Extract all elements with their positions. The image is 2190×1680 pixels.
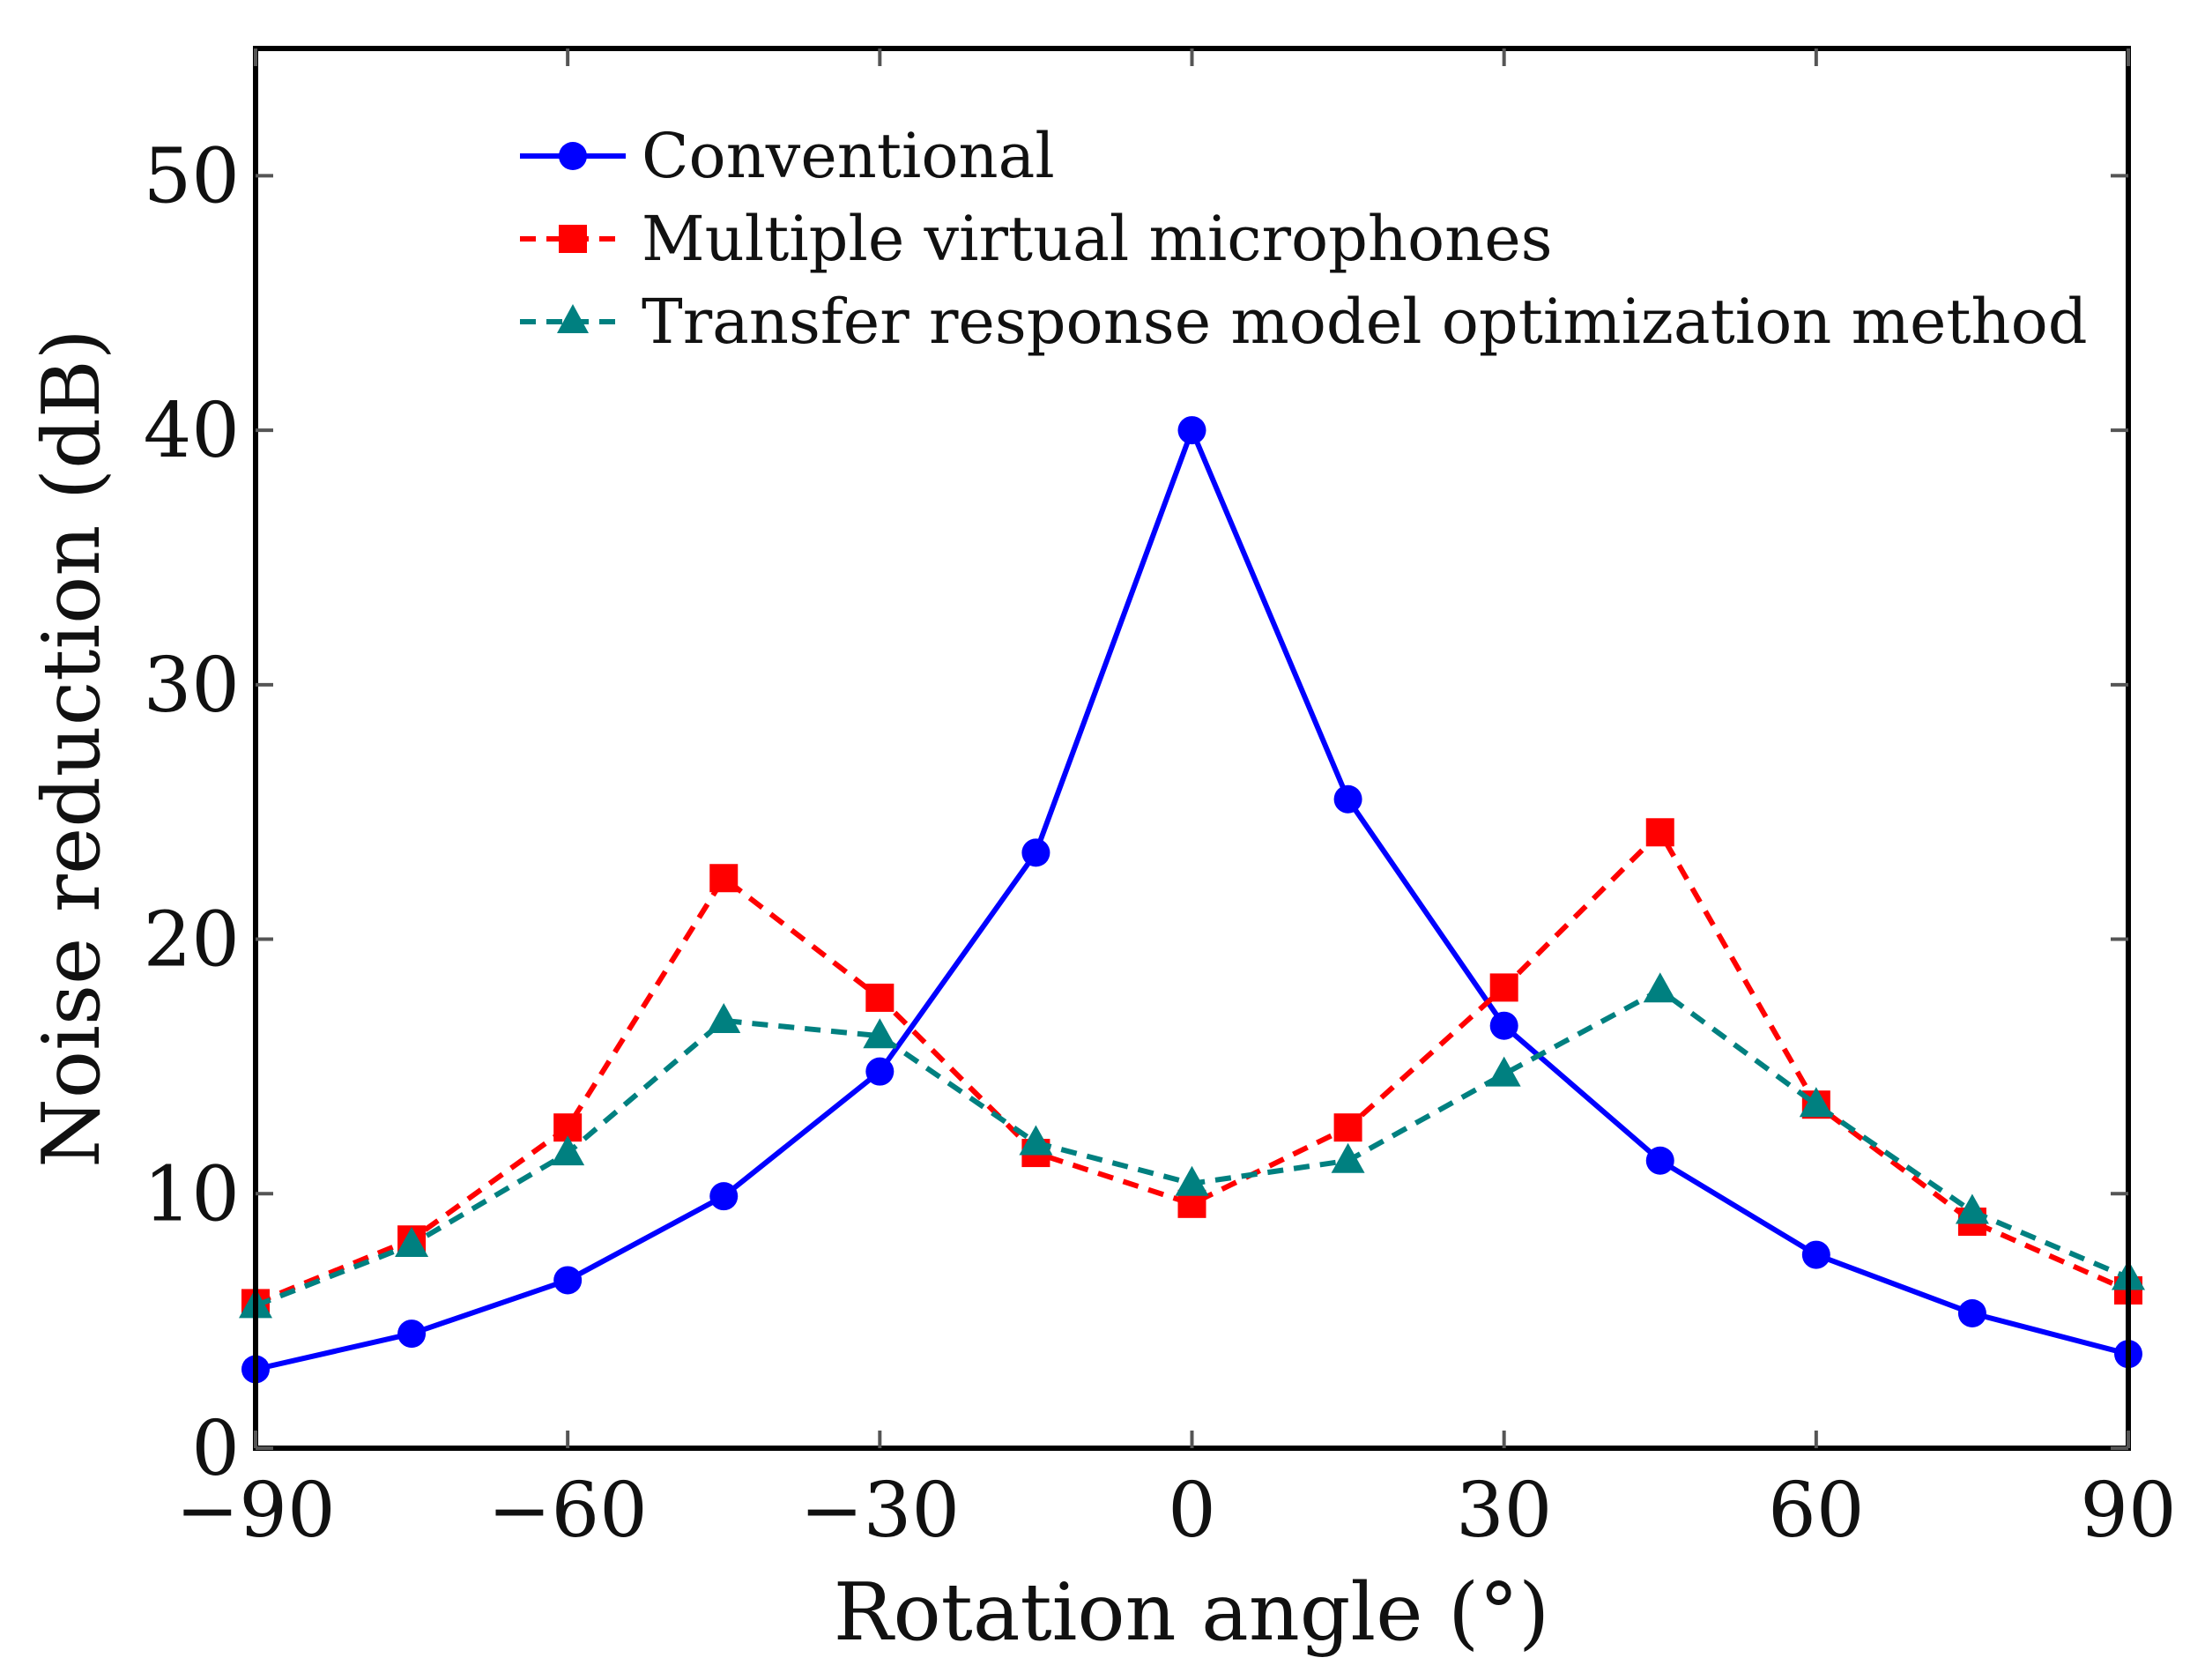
legend-label-conventional: Conventional — [642, 120, 1055, 192]
data-point — [1489, 1011, 1518, 1040]
data-point — [709, 864, 739, 893]
y-tick-label: 20 — [144, 896, 240, 985]
data-point — [1177, 416, 1206, 445]
data-point — [1021, 838, 1050, 867]
x-tick-label: 60 — [1768, 1467, 1864, 1555]
legend: Conventional Multiple virtual microphone… — [520, 120, 2088, 358]
data-point — [865, 983, 895, 1012]
x-tick-label: −90 — [175, 1467, 336, 1555]
data-point — [1175, 1165, 1209, 1196]
data-point — [865, 1057, 895, 1086]
data-point — [1333, 784, 1362, 814]
tick-layer: −90 −60 −30 0 30 60 90 0 10 20 30 40 50 — [144, 48, 2177, 1555]
data-point — [1019, 1125, 1053, 1156]
y-tick-label: 0 — [191, 1405, 240, 1493]
legend-marker-square-icon — [559, 225, 587, 253]
x-axis-title: Rotation angle (°) — [834, 1566, 1550, 1659]
y-axis-title: Noise reduction (dB) — [26, 329, 118, 1168]
legend-marker-circle-icon — [559, 142, 587, 170]
series-layer — [239, 416, 2145, 1384]
data-point — [1799, 1087, 1833, 1118]
y-tick-label: 30 — [144, 642, 240, 730]
data-point — [709, 1182, 739, 1211]
y-tick-label: 10 — [144, 1150, 240, 1238]
series-transfer-response-model-optimization-method — [239, 972, 2145, 1319]
y-tick-label: 40 — [144, 387, 240, 475]
data-point — [1643, 972, 1677, 1003]
data-point — [1957, 1298, 1986, 1327]
data-point — [553, 1266, 583, 1295]
series-conventional — [241, 416, 2142, 1384]
data-point — [551, 1135, 585, 1166]
data-point — [1955, 1193, 1989, 1224]
x-tick-label: 30 — [1456, 1467, 1552, 1555]
x-tick-label: 90 — [2080, 1467, 2176, 1555]
data-point — [1331, 1142, 1365, 1173]
data-point — [1333, 1113, 1362, 1142]
legend-item-multiple-virtual-microphones: Multiple virtual microphones — [520, 203, 1553, 275]
y-tick-label: 50 — [144, 132, 240, 220]
data-point — [1487, 1056, 1521, 1087]
legend-item-conventional: Conventional — [520, 120, 1055, 192]
x-tick-label: 0 — [1168, 1467, 1216, 1555]
legend-label-transfer-response-model: Transfer response model optimization met… — [642, 286, 2088, 358]
x-tick-label: −30 — [800, 1467, 961, 1555]
data-point — [397, 1319, 427, 1349]
legend-label-multiple-virtual-microphones: Multiple virtual microphones — [642, 203, 1553, 275]
data-point — [863, 1018, 897, 1049]
data-point — [1801, 1240, 1830, 1269]
data-point — [1489, 973, 1518, 1002]
x-tick-label: −60 — [487, 1467, 648, 1555]
data-point — [1645, 1146, 1674, 1175]
data-point — [395, 1227, 429, 1258]
data-point — [707, 1002, 741, 1033]
legend-item-transfer-response-model: Transfer response model optimization met… — [520, 286, 2088, 358]
legend-marker-triangle-icon — [557, 304, 589, 333]
data-point — [1645, 818, 1674, 847]
